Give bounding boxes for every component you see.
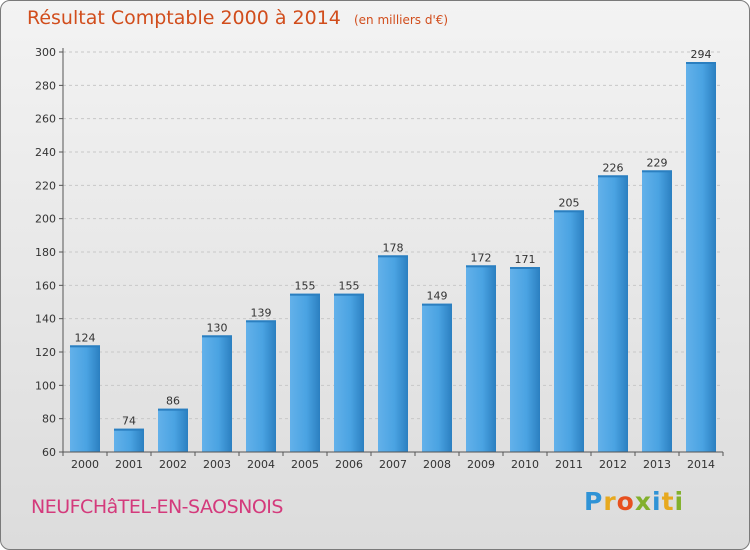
data-label-2014: 294: [691, 48, 712, 61]
bar-2014: [686, 62, 716, 452]
bars: 124 74 86 130 139 155 155 178 149 172 171 205 226 229…: [70, 48, 716, 453]
bar-2008: [422, 303, 452, 452]
x-tick-label: 2014: [687, 458, 715, 471]
data-label-2005: 155: [295, 280, 316, 293]
y-tick-label: 300: [35, 46, 56, 59]
x-tick-label: 2003: [203, 458, 231, 471]
place-name: NEUFCHâTEL-EN-SAOSNOIS: [31, 496, 283, 518]
y-tick-label: 200: [35, 213, 56, 226]
bar-2003: [202, 335, 232, 452]
y-tick-label: 100: [35, 379, 56, 392]
bar-top-edge: [686, 62, 716, 64]
bar-2012: [598, 175, 628, 453]
data-label-2004: 139: [251, 306, 272, 319]
bar-2010: [510, 267, 540, 452]
data-label-2007: 178: [383, 241, 404, 254]
title-unit: (en milliers d'€): [353, 13, 449, 27]
x-axis: 2000 2001 2002 2003 2004 2005 2006 2007 2008 2009…: [62, 451, 724, 471]
y-tick-label: 260: [35, 113, 56, 126]
y-tick-label: 140: [35, 313, 56, 326]
bar-2004: [246, 320, 276, 452]
bar-2007: [378, 255, 408, 452]
x-tick-label: 2000: [71, 458, 99, 471]
x-tick-label: 2009: [467, 458, 495, 471]
x-tick-label: 2002: [159, 458, 187, 471]
y-tick-label: 120: [35, 346, 56, 359]
bar-top-edge: [202, 335, 232, 338]
bar-top-edge: [378, 255, 408, 258]
bar-2006: [334, 293, 364, 452]
data-label-2011: 205: [559, 196, 580, 209]
x-tick-label: 2005: [291, 458, 319, 471]
data-label-2013: 229: [647, 156, 668, 169]
data-label-2008: 149: [427, 290, 448, 303]
data-label-2009: 172: [471, 251, 492, 264]
x-tick-label: 2008: [423, 458, 451, 471]
y-axis: 60 80 100 120 140 160 180 200 220 240 260 280 300: [35, 46, 64, 459]
data-label-2002: 86: [166, 395, 180, 408]
x-tick-label: 2007: [379, 458, 407, 471]
bar-2011: [554, 210, 584, 452]
bar-2013: [642, 170, 672, 453]
data-label-2010: 171: [515, 253, 536, 266]
y-tick-label: 180: [35, 246, 56, 259]
data-label-2003: 130: [207, 321, 228, 334]
y-tick-label: 80: [42, 413, 56, 426]
y-tick-label: 160: [35, 279, 56, 292]
proxiti-logo: Proxiti: [584, 487, 685, 516]
x-tick-label: 2013: [643, 458, 671, 471]
bar-top-edge: [642, 170, 672, 173]
bar-2000: [70, 345, 100, 452]
x-tick-label: 2012: [599, 458, 627, 471]
data-label-2012: 226: [603, 161, 624, 174]
bar-top-edge: [290, 293, 320, 296]
chart-title: Résultat Comptable 2000 à 2014 (en milli…: [27, 7, 448, 29]
x-tick-label: 2001: [115, 458, 143, 471]
bar-top-edge: [334, 293, 364, 296]
data-label-2000: 124: [75, 331, 96, 344]
bar-top-edge: [114, 428, 144, 431]
title-main: Résultat Comptable 2000 à 2014: [27, 7, 341, 29]
bar-2001: [114, 428, 144, 452]
y-tick-label: 220: [35, 179, 56, 192]
y-tick-label: 60: [42, 446, 56, 459]
bar-top-edge: [158, 408, 188, 411]
data-label-2001: 74: [122, 415, 136, 428]
x-tick-label: 2010: [511, 458, 539, 471]
bar-top-edge: [70, 345, 100, 348]
bar-2005: [290, 293, 320, 452]
data-label-2006: 155: [339, 280, 360, 293]
bar-top-edge: [598, 175, 628, 178]
x-tick-label: 2011: [555, 458, 583, 471]
x-tick-label: 2006: [335, 458, 363, 471]
bar-top-edge: [554, 210, 584, 213]
bar-top-edge: [510, 267, 540, 269]
bar-top-edge: [466, 265, 496, 268]
bar-2002: [158, 408, 188, 452]
bar-top-edge: [422, 303, 452, 306]
y-tick-label: 280: [35, 79, 56, 92]
bar-top-edge: [246, 320, 276, 323]
y-tick-label: 240: [35, 146, 56, 159]
x-tick-label: 2004: [247, 458, 275, 471]
bar-2009: [466, 265, 496, 452]
